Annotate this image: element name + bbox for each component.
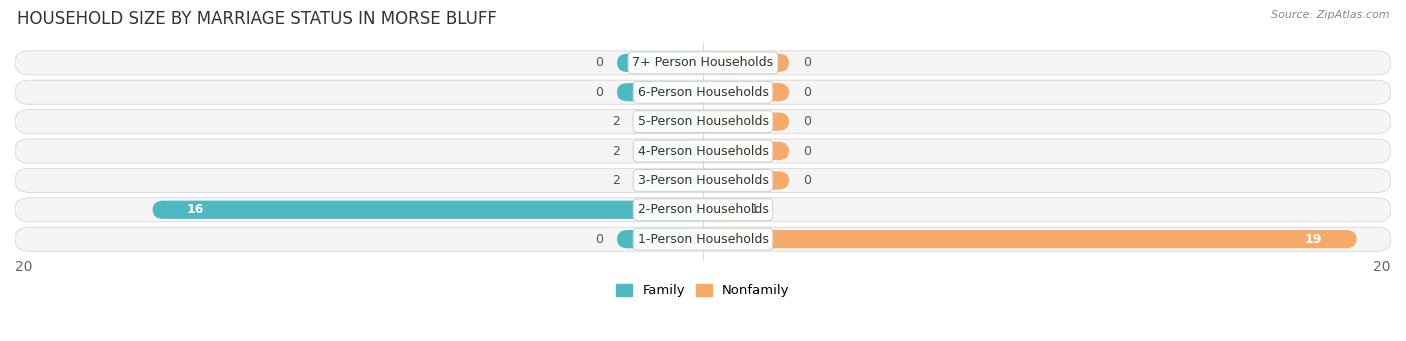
- Text: 2: 2: [613, 174, 620, 187]
- FancyBboxPatch shape: [15, 139, 1391, 163]
- Text: 5-Person Households: 5-Person Households: [637, 115, 769, 128]
- FancyBboxPatch shape: [703, 201, 737, 219]
- FancyBboxPatch shape: [15, 51, 1391, 75]
- FancyBboxPatch shape: [634, 171, 703, 190]
- Text: 0: 0: [803, 86, 811, 99]
- Text: 2: 2: [613, 145, 620, 158]
- FancyBboxPatch shape: [15, 80, 1391, 104]
- Text: 6-Person Households: 6-Person Households: [637, 86, 769, 99]
- Text: 20: 20: [1374, 260, 1391, 274]
- FancyBboxPatch shape: [703, 171, 789, 190]
- FancyBboxPatch shape: [617, 230, 703, 248]
- Legend: Family, Nonfamily: Family, Nonfamily: [612, 279, 794, 303]
- Text: 20: 20: [15, 260, 32, 274]
- Text: 0: 0: [803, 174, 811, 187]
- Text: 0: 0: [803, 56, 811, 69]
- Text: 4-Person Households: 4-Person Households: [637, 145, 769, 158]
- Text: 3-Person Households: 3-Person Households: [637, 174, 769, 187]
- Text: 1: 1: [751, 203, 759, 216]
- FancyBboxPatch shape: [617, 54, 703, 72]
- Text: 16: 16: [187, 203, 204, 216]
- Text: Source: ZipAtlas.com: Source: ZipAtlas.com: [1271, 10, 1389, 20]
- FancyBboxPatch shape: [703, 83, 789, 101]
- FancyBboxPatch shape: [703, 113, 789, 131]
- Text: 19: 19: [1305, 233, 1322, 246]
- FancyBboxPatch shape: [703, 230, 1357, 248]
- Text: 7+ Person Households: 7+ Person Households: [633, 56, 773, 69]
- Text: 0: 0: [803, 115, 811, 128]
- Text: 2: 2: [613, 115, 620, 128]
- Text: 2-Person Households: 2-Person Households: [637, 203, 769, 216]
- FancyBboxPatch shape: [634, 113, 703, 131]
- Text: 1-Person Households: 1-Person Households: [637, 233, 769, 246]
- FancyBboxPatch shape: [15, 109, 1391, 134]
- FancyBboxPatch shape: [634, 142, 703, 160]
- FancyBboxPatch shape: [15, 198, 1391, 222]
- FancyBboxPatch shape: [153, 201, 703, 219]
- Text: 0: 0: [595, 233, 603, 246]
- Text: 0: 0: [595, 86, 603, 99]
- Text: HOUSEHOLD SIZE BY MARRIAGE STATUS IN MORSE BLUFF: HOUSEHOLD SIZE BY MARRIAGE STATUS IN MOR…: [17, 10, 496, 28]
- Text: 0: 0: [803, 145, 811, 158]
- FancyBboxPatch shape: [15, 227, 1391, 251]
- FancyBboxPatch shape: [15, 168, 1391, 192]
- FancyBboxPatch shape: [617, 83, 703, 101]
- Text: 0: 0: [595, 56, 603, 69]
- FancyBboxPatch shape: [703, 54, 789, 72]
- FancyBboxPatch shape: [703, 142, 789, 160]
